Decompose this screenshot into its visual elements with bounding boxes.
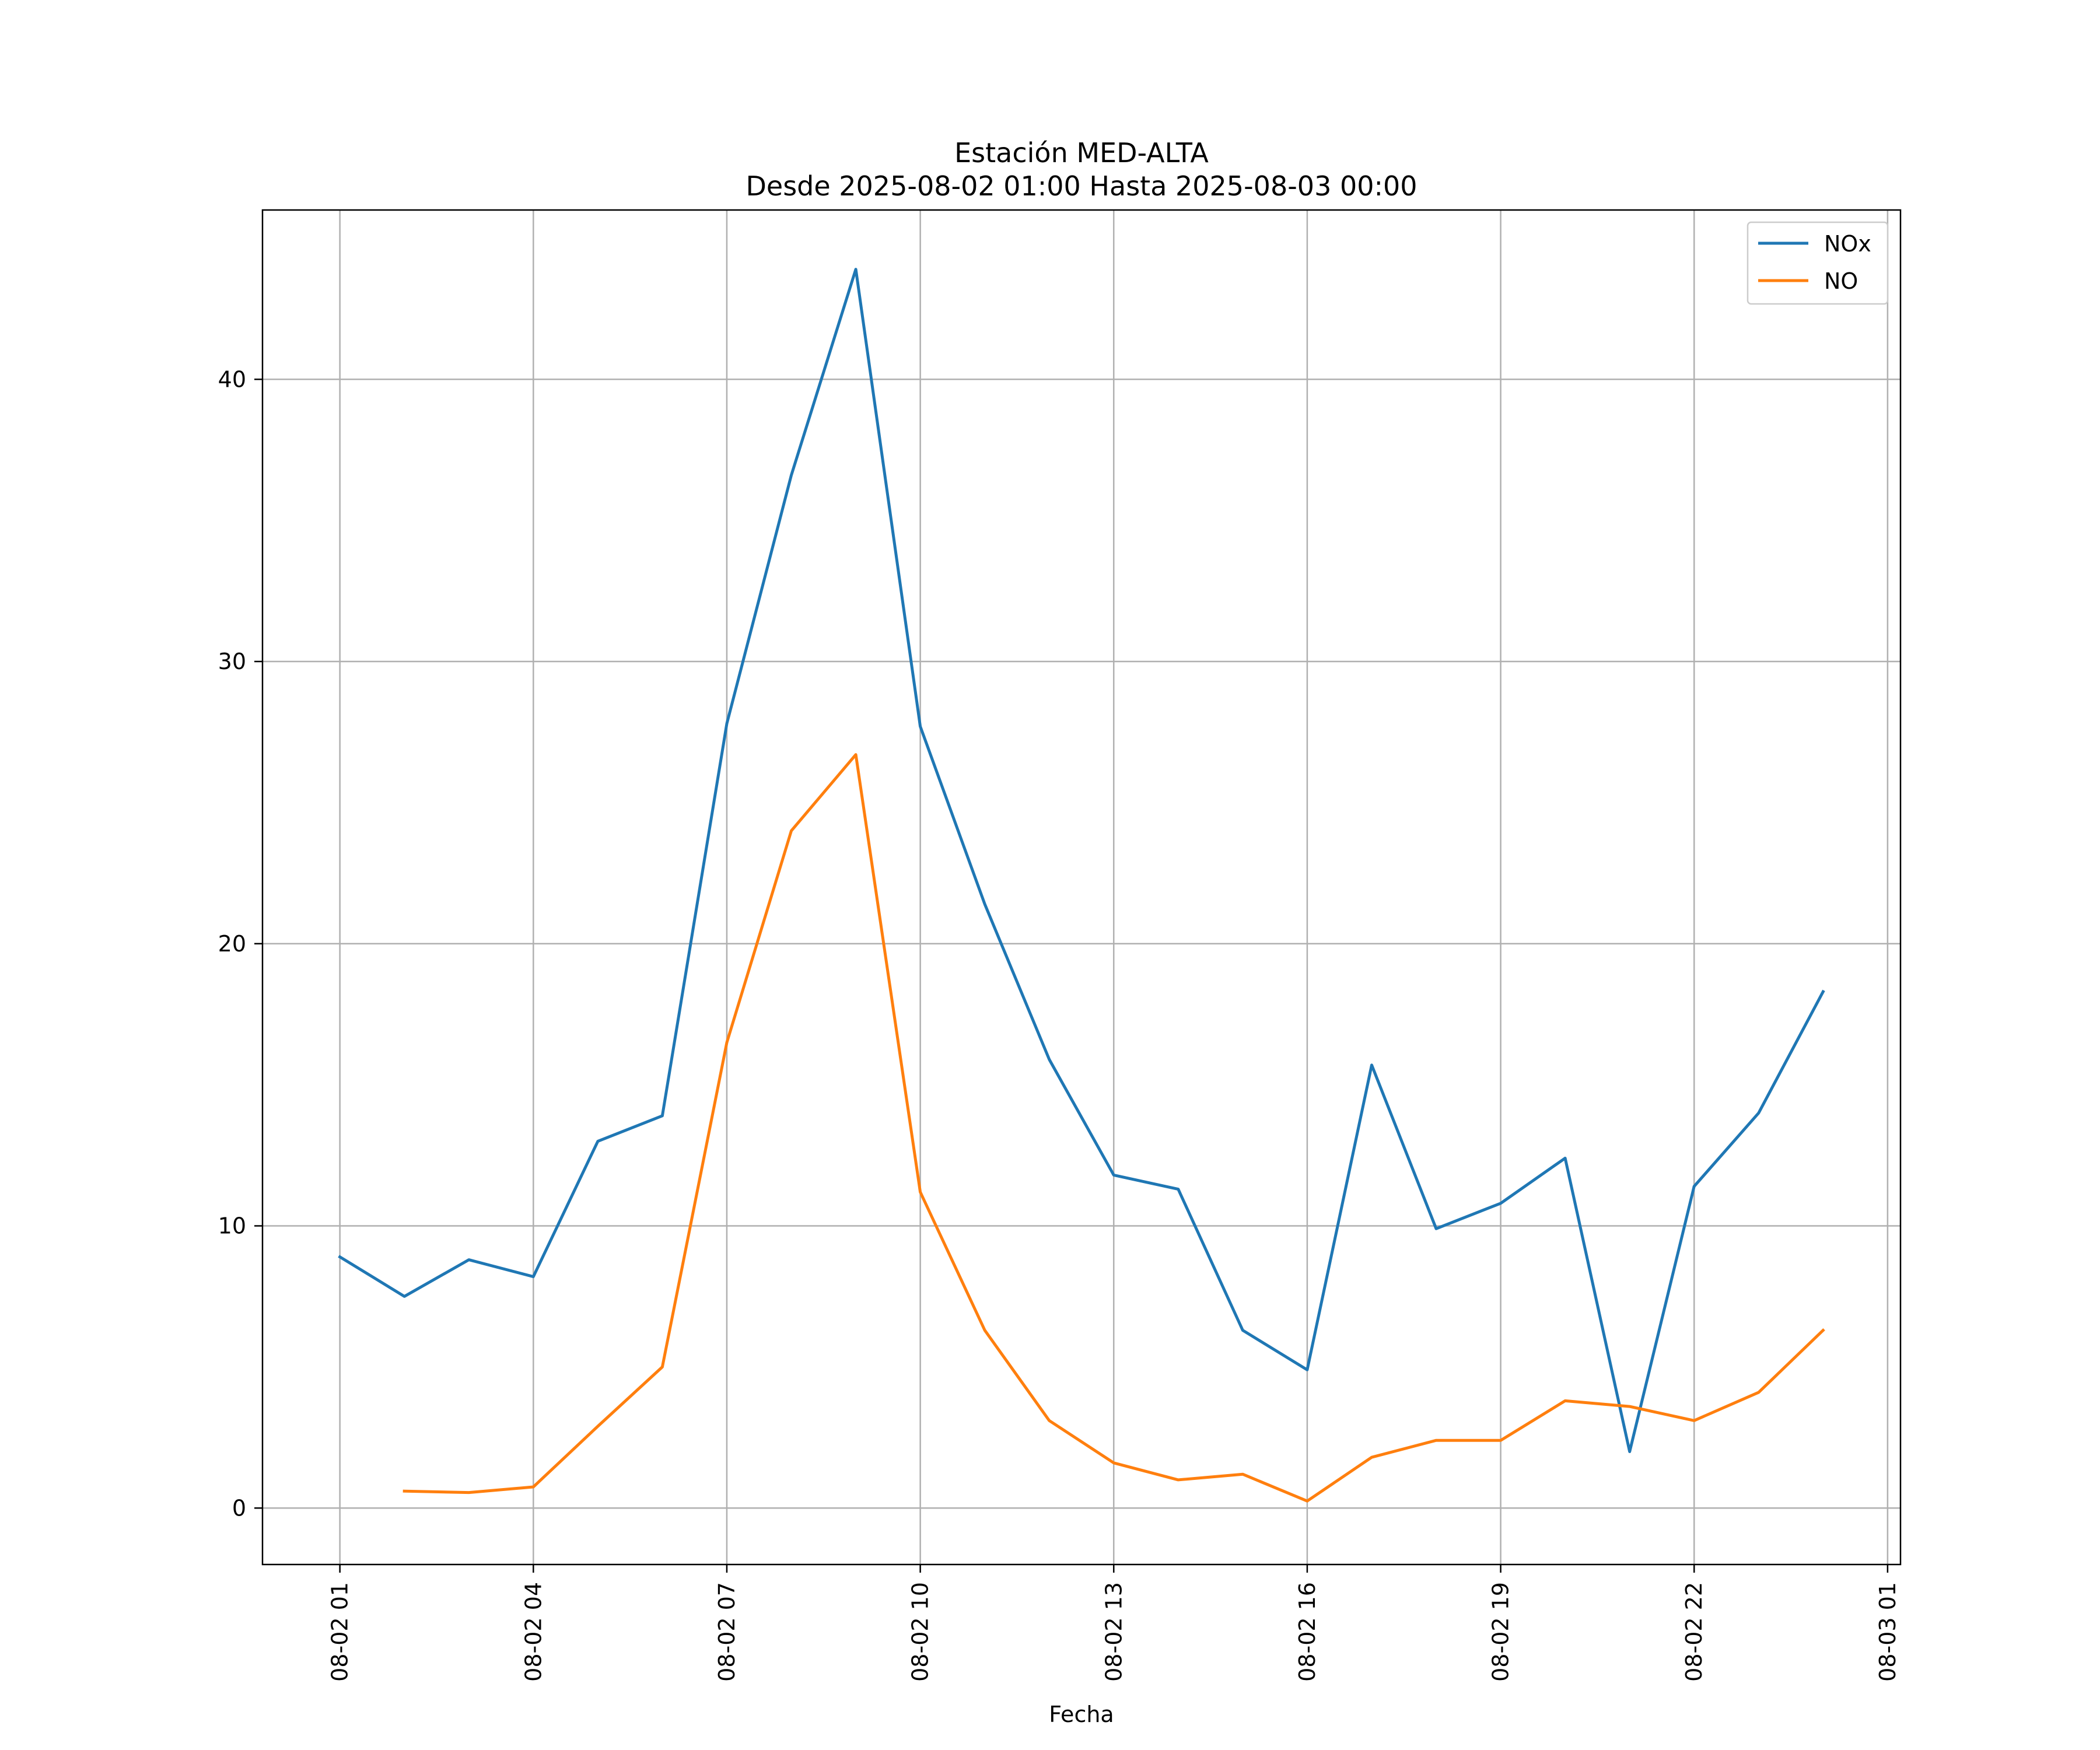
series-line-no bbox=[402, 753, 1825, 1503]
y-tick-label: 30 bbox=[218, 649, 246, 674]
y-axis: 0 10 20 30 40 bbox=[218, 366, 262, 1521]
grid bbox=[262, 210, 1901, 1564]
legend-label-no: NO bbox=[1824, 268, 1858, 294]
y-tick-label: 20 bbox=[218, 931, 246, 957]
legend-label-nox: NOx bbox=[1824, 231, 1871, 257]
x-tick-label: 08-02 07 bbox=[714, 1582, 740, 1682]
x-tick-label: 08-02 22 bbox=[1681, 1582, 1707, 1682]
series-line-nox bbox=[338, 268, 1825, 1453]
x-tick-label: 08-02 19 bbox=[1488, 1582, 1514, 1682]
chart-subtitle: Desde 2025-08-02 01:00 Hasta 2025-08-03 … bbox=[746, 170, 1417, 202]
x-tick-label: 08-02 01 bbox=[327, 1582, 353, 1682]
x-tick-label: 08-02 04 bbox=[520, 1582, 546, 1682]
x-tick-label: 08-02 10 bbox=[908, 1582, 933, 1682]
x-axis-label: Fecha bbox=[1049, 1702, 1114, 1727]
x-tick-label: 08-03 01 bbox=[1875, 1582, 1901, 1682]
y-tick-label: 0 bbox=[232, 1495, 246, 1521]
series-layer bbox=[338, 268, 1825, 1503]
legend: NOx NO bbox=[1746, 221, 1889, 305]
x-tick-label: 08-02 16 bbox=[1294, 1582, 1320, 1682]
x-tick-label: 08-02 13 bbox=[1101, 1582, 1126, 1682]
plot-frame bbox=[261, 209, 1902, 1566]
x-axis: 08-02 01 08-02 04 08-02 07 08-02 10 08-02 13… bbox=[327, 1564, 1901, 1682]
chart-title: Estación MED-ALTA bbox=[954, 137, 1209, 169]
y-tick-label: 40 bbox=[218, 366, 246, 392]
y-tick-label: 10 bbox=[218, 1213, 246, 1239]
